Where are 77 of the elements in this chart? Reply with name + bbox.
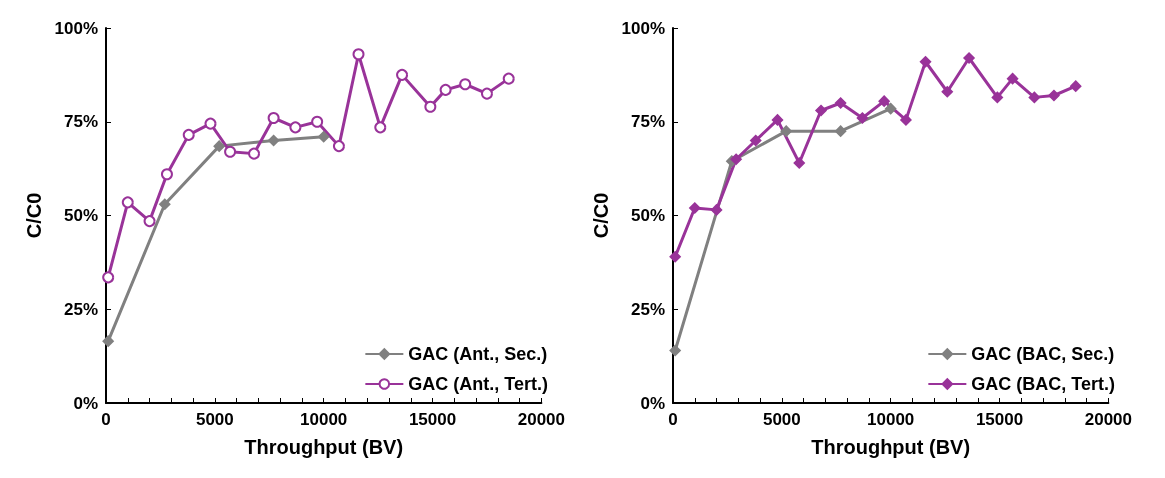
- point: [143, 215, 156, 228]
- y-axis-title: C/C0: [589, 192, 612, 239]
- y-tick-label: 75%: [63, 112, 98, 132]
- point: [815, 104, 827, 117]
- point: [224, 145, 237, 158]
- legend-label: GAC (Ant., Tert.): [408, 374, 549, 394]
- x-tick-label: 10000: [867, 410, 915, 429]
- y-tick-label: 100%: [54, 18, 98, 38]
- point: [963, 52, 975, 64]
- point: [424, 100, 437, 113]
- x-axis-title: Throughput (BV): [811, 436, 971, 458]
- point: [878, 95, 890, 107]
- legend-label: GAC (BAC, Sec.): [971, 344, 1115, 364]
- point: [502, 72, 515, 85]
- point: [213, 140, 225, 152]
- legend-label: GAC (BAC, Tert.): [971, 374, 1116, 394]
- point: [332, 140, 345, 153]
- point: [160, 168, 173, 181]
- point: [317, 131, 330, 143]
- point: [480, 87, 493, 100]
- point: [749, 134, 762, 147]
- point: [834, 97, 847, 109]
- y-tick-label: 0%: [73, 393, 98, 413]
- x-tick-label: 10000: [300, 410, 348, 429]
- point: [1069, 80, 1082, 92]
- point: [159, 198, 171, 210]
- point: [834, 125, 847, 137]
- point: [780, 125, 792, 137]
- point: [374, 121, 387, 134]
- point: [669, 251, 681, 263]
- point: [991, 91, 1004, 104]
- legend-label: GAC (Ant., Sec.): [408, 344, 548, 364]
- point: [1028, 91, 1041, 104]
- y-tick-label: 0%: [640, 393, 665, 413]
- point: [182, 128, 195, 141]
- x-tick-label: 0: [101, 410, 111, 429]
- point: [1006, 72, 1019, 85]
- y-axis-title: C/C0: [22, 192, 45, 239]
- y-tick-label: 50%: [63, 206, 98, 225]
- point: [267, 134, 280, 147]
- point: [710, 204, 723, 216]
- point: [267, 112, 280, 124]
- point: [248, 147, 261, 160]
- x-tick-label: 15000: [975, 410, 1024, 429]
- y-tick-label: 50%: [630, 206, 665, 225]
- point: [289, 121, 302, 134]
- y-tick-label: 25%: [63, 299, 98, 319]
- point: [793, 157, 806, 169]
- x-tick-label: 20000: [1084, 410, 1132, 429]
- point: [204, 117, 217, 130]
- point: [1048, 89, 1060, 102]
- x-tick-label: 5000: [195, 410, 234, 429]
- x-tick-label: 20000: [517, 410, 565, 429]
- point: [396, 68, 409, 81]
- point: [352, 48, 365, 61]
- point: [919, 56, 932, 68]
- point: [459, 78, 472, 91]
- point: [941, 86, 954, 98]
- point: [856, 112, 869, 124]
- point: [689, 202, 701, 214]
- x-tick-label: 0: [668, 410, 678, 429]
- point: [102, 335, 114, 347]
- x-tick-label: 15000: [408, 410, 457, 429]
- point: [730, 153, 742, 165]
- x-axis-title: Throughput (BV): [244, 436, 404, 458]
- x-tick-label: 5000: [762, 410, 801, 429]
- point: [669, 344, 681, 357]
- point: [771, 114, 784, 126]
- point: [121, 196, 134, 209]
- point: [884, 102, 897, 115]
- point: [439, 83, 452, 96]
- y-tick-label: 100%: [621, 18, 665, 38]
- point: [311, 115, 324, 128]
- y-tick-label: 25%: [630, 299, 665, 319]
- point: [102, 271, 115, 284]
- y-tick-label: 75%: [630, 112, 665, 132]
- point: [900, 114, 912, 126]
